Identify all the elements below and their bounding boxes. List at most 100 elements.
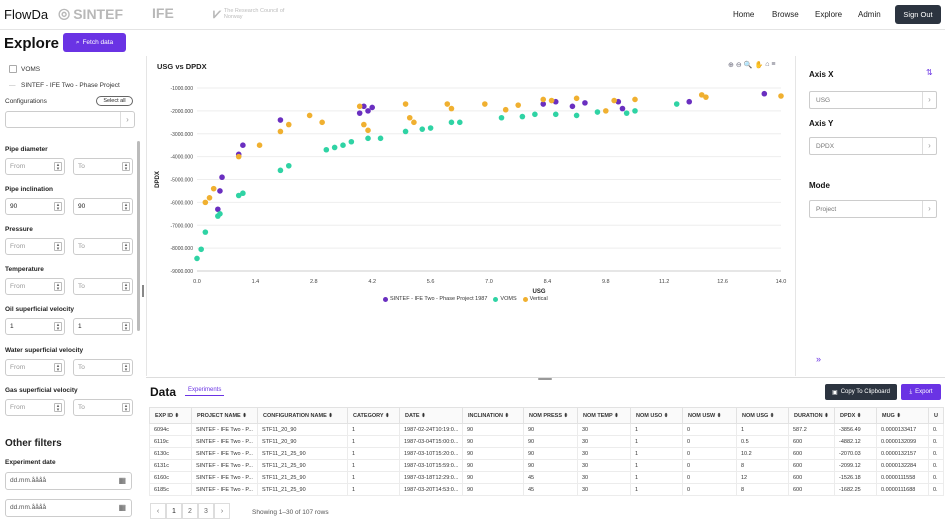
spinner-icon[interactable]: ▴ ▾ xyxy=(122,162,130,172)
spinner-icon[interactable]: ▴ ▾ xyxy=(54,282,62,292)
column-header[interactable]: DPDX ⬍ xyxy=(834,407,877,424)
filter-from-input[interactable]: From ▴ ▾ xyxy=(5,158,65,175)
left-scrollbar[interactable] xyxy=(137,141,140,331)
tab-experiments[interactable]: Experiments xyxy=(185,385,225,396)
date-from-input[interactable]: dd.mm.åååå ▦ xyxy=(5,472,132,490)
mode-select[interactable]: Project › xyxy=(809,200,937,218)
zoom-out-icon[interactable]: ⊖ xyxy=(735,62,742,69)
column-header[interactable]: U xyxy=(928,407,944,424)
filter-to-input[interactable]: To ▴ ▾ xyxy=(73,278,133,295)
table-row[interactable]: 6185c SINTEF - IFE Two - P... STF11_21_25_… xyxy=(149,483,944,496)
brand-logo[interactable]: FlowDa xyxy=(4,7,49,22)
spinner-icon[interactable]: ▴ ▾ xyxy=(122,202,130,212)
sign-out-button[interactable]: Sign Out xyxy=(895,5,941,24)
filter-to-input[interactable]: 90 ▴ ▾ xyxy=(73,198,133,215)
spinner-icon[interactable]: ▴ ▾ xyxy=(122,282,130,292)
spinner-icon[interactable]: ▴ ▾ xyxy=(54,322,62,332)
spinner-icon[interactable]: ▴ ▾ xyxy=(54,162,62,172)
table-cell: SINTEF - IFE Two - P... xyxy=(191,423,258,436)
legend-item[interactable]: Vertical xyxy=(522,296,548,302)
page-2-button[interactable]: 2 xyxy=(182,503,198,519)
swap-axes-icon[interactable]: ⇅ xyxy=(926,68,933,77)
chevron-right-icon: › xyxy=(922,138,936,154)
page-3-button[interactable]: 3 xyxy=(198,503,214,519)
table-cell: 0.0000111558 xyxy=(876,471,929,484)
table-row[interactable]: 6119c SINTEF - IFE Two - P... STF11_20_90 1… xyxy=(149,435,944,448)
nav-link-explore[interactable]: Explore xyxy=(815,10,843,19)
filter-from-input[interactable]: From ▴ ▾ xyxy=(5,238,65,255)
collapse-panel-icon[interactable]: » xyxy=(816,354,822,364)
column-header[interactable]: NOM USW ⬍ xyxy=(682,407,737,424)
axis-x-label: Axis X xyxy=(809,70,834,79)
spinner-icon[interactable]: ▴ ▾ xyxy=(122,242,130,252)
date-to-input[interactable]: dd.mm.åååå ▦ xyxy=(5,499,132,517)
axis-x-select[interactable]: USG › xyxy=(809,91,937,109)
filter-to-input[interactable]: To ▴ ▾ xyxy=(73,399,133,416)
spinner-icon[interactable]: ▴ ▾ xyxy=(54,403,62,413)
table-cell: SINTEF - IFE Two - P... xyxy=(191,471,258,484)
filter-from-input[interactable]: From ▴ ▾ xyxy=(5,399,65,416)
filter-to-input[interactable]: To ▴ ▾ xyxy=(73,359,133,376)
spinner-icon[interactable]: ▴ ▾ xyxy=(54,202,62,212)
column-header[interactable]: NOM TEMP ⬍ xyxy=(577,407,631,424)
x-tick-label: 9.8 xyxy=(602,279,610,285)
sintef-logo: ◎ SINTEF xyxy=(58,5,123,22)
spinner-icon[interactable]: ▴ ▾ xyxy=(122,363,130,373)
spinner-icon[interactable]: ▴ ▾ xyxy=(122,322,130,332)
export-button[interactable]: ⤓ Export xyxy=(901,384,941,400)
data-point xyxy=(448,105,455,112)
legend-item[interactable]: SINTEF - IFE Two - Phase Project 1987 xyxy=(383,296,487,302)
column-header[interactable]: CATEGORY ⬍ xyxy=(347,407,400,424)
panel-resize-handle[interactable] xyxy=(142,285,144,297)
filter-to-input[interactable]: 1 ▴ ▾ xyxy=(73,318,133,335)
magnify-icon[interactable]: 🔍 xyxy=(743,62,753,69)
column-header[interactable]: DURATION ⬍ xyxy=(788,407,835,424)
column-header[interactable]: INCLINATION ⬍ xyxy=(462,407,524,424)
table-cell: 1987-03-10T15:59:0... xyxy=(399,459,463,472)
column-header[interactable]: CONFIGURATION NAME ⬍ xyxy=(257,407,348,424)
filter-label: Pipe diameter xyxy=(5,146,48,153)
spinner-icon[interactable]: ▴ ▾ xyxy=(54,363,62,373)
column-header[interactable]: DATE ⬍ xyxy=(399,407,463,424)
filter-from-input[interactable]: From ▴ ▾ xyxy=(5,278,65,295)
voms-checkbox[interactable] xyxy=(9,65,17,73)
fetch-data-button[interactable]: ⌕ Fetch data xyxy=(63,33,126,52)
copy-to-clipboard-button[interactable]: ▣ Copy To Clipboard xyxy=(825,384,897,400)
nav-link-admin[interactable]: Admin xyxy=(858,10,881,19)
resize-handle[interactable] xyxy=(538,378,552,380)
pan-icon[interactable]: ✋ xyxy=(754,62,764,69)
table-cell: 600 xyxy=(788,447,835,460)
axis-y-select[interactable]: DPDX › xyxy=(809,137,937,155)
zoom-in-icon[interactable]: ⊕ xyxy=(728,62,734,69)
column-header[interactable]: NOM USG ⬍ xyxy=(736,407,789,424)
scatter-chart[interactable]: -1000.000 -2000.000 -3000.000 -4000.000 -500… xyxy=(147,82,795,340)
table-row[interactable]: 6094c SINTEF - IFE Two - P... STF11_20_90 1… xyxy=(149,423,944,436)
filter-to-input[interactable]: To ▴ ▾ xyxy=(73,238,133,255)
column-header[interactable]: NOM USO ⬍ xyxy=(630,407,683,424)
project-label: SINTEF - IFE Two - Phase Project xyxy=(21,82,120,89)
column-header[interactable]: EXP ID ⬍ xyxy=(149,407,192,424)
filter-to-input[interactable]: To ▴ ▾ xyxy=(73,158,133,175)
spinner-icon[interactable]: ▴ ▾ xyxy=(54,242,62,252)
next-page-button[interactable]: › xyxy=(214,503,230,519)
filter-from-input[interactable]: From ▴ ▾ xyxy=(5,359,65,376)
legend-item[interactable]: VOMS xyxy=(493,296,517,302)
spinner-icon[interactable]: ▴ ▾ xyxy=(122,403,130,413)
chevron-right-icon: › xyxy=(922,92,936,108)
filter-from-input[interactable]: 1 ▴ ▾ xyxy=(5,318,65,335)
filter-from-input[interactable]: 90 ▴ ▾ xyxy=(5,198,65,215)
configurations-select[interactable]: › xyxy=(5,111,135,128)
home-icon[interactable]: ⌂ xyxy=(765,61,770,68)
column-header[interactable]: MUG ⬍ xyxy=(876,407,929,424)
table-row[interactable]: 6160c SINTEF - IFE Two - P... STF11_21_25_… xyxy=(149,471,944,484)
column-header[interactable]: PROJECT NAME ⬍ xyxy=(191,407,258,424)
table-row[interactable]: 6131c SINTEF - IFE Two - P... STF11_21_25_… xyxy=(149,459,944,472)
nav-link-browse[interactable]: Browse xyxy=(772,10,799,19)
column-header[interactable]: NOM PRESS ⬍ xyxy=(523,407,578,424)
nav-link-home[interactable]: Home xyxy=(733,10,755,19)
prev-page-button[interactable]: ‹ xyxy=(150,503,166,519)
table-row[interactable]: 6130c SINTEF - IFE Two - P... STF11_21_25_… xyxy=(149,447,944,460)
page-1-button[interactable]: 1 xyxy=(166,503,182,519)
select-all-button[interactable]: Select all xyxy=(96,96,133,106)
menu-icon[interactable]: ≡ xyxy=(771,61,776,68)
